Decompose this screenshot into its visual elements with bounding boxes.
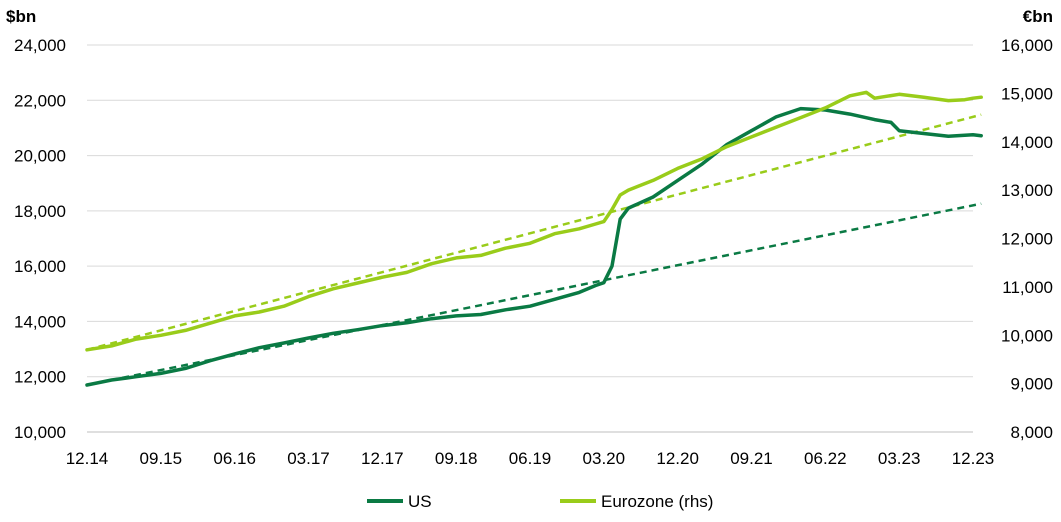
x-tick-label: 03.23 — [878, 449, 921, 468]
y-right-tick-label: 11,000 — [1002, 278, 1053, 297]
y-left-tick-label: 16,000 — [14, 257, 66, 276]
y-right-tick-label: 16,000 — [1001, 36, 1053, 55]
y-left-tick-label: 22,000 — [14, 91, 66, 110]
gridlines — [87, 44, 973, 433]
trend-lines — [86, 113, 982, 387]
y-left-tick-label: 20,000 — [14, 147, 66, 166]
y-right-tick-labels: 8,000 9,000 10,000 11,000 12,000 13,000 14,000… — [1001, 36, 1053, 442]
x-tick-labels: 12.14 09.15 06.16 03.17 12.17 09.18 06.19 03.20… — [66, 449, 995, 468]
right-axis-unit: €bn — [1023, 7, 1053, 26]
eurozone-trend-line — [86, 113, 982, 352]
y-right-tick-label: 12,000 — [1001, 230, 1053, 249]
legend: US Eurozone (rhs) — [367, 492, 713, 511]
x-tick-label: 06.16 — [213, 449, 256, 468]
x-tick-label: 06.22 — [804, 449, 847, 468]
y-right-tick-label: 15,000 — [1001, 84, 1053, 103]
x-tick-label: 03.20 — [583, 449, 626, 468]
x-tick-label: 12.23 — [952, 449, 995, 468]
y-left-tick-label: 14,000 — [14, 312, 66, 331]
us-series-line — [85, 106, 983, 387]
x-tick-label: 09.21 — [730, 449, 773, 468]
left-axis-unit: $bn — [6, 7, 36, 26]
x-tick-label: 12.17 — [361, 449, 404, 468]
us-trend-line — [86, 202, 982, 387]
y-left-tick-labels: 10,000 12,000 14,000 16,000 18,000 20,000 22,0… — [14, 36, 66, 442]
y-right-tick-label: 9,000 — [1010, 375, 1053, 394]
x-tick-label: 03.17 — [287, 449, 330, 468]
x-tick-label: 12.14 — [66, 449, 109, 468]
x-tick-label: 12.20 — [656, 449, 699, 468]
legend-label-eurozone: Eurozone (rhs) — [601, 492, 713, 511]
y-right-tick-label: 8,000 — [1010, 423, 1053, 442]
x-tick-label: 06.19 — [509, 449, 552, 468]
y-right-tick-label: 14,000 — [1001, 133, 1053, 152]
y-left-tick-label: 12,000 — [14, 368, 66, 387]
eurozone-series-line — [85, 90, 983, 352]
legend-label-us: US — [408, 492, 432, 511]
x-tick-label: 09.18 — [435, 449, 478, 468]
series-lines — [85, 90, 983, 387]
y-left-tick-label: 10,000 — [14, 423, 66, 442]
y-left-tick-label: 24,000 — [14, 36, 66, 55]
x-tick-label: 09.15 — [140, 449, 183, 468]
y-right-tick-label: 13,000 — [1001, 181, 1053, 200]
y-right-tick-label: 10,000 — [1001, 326, 1053, 345]
y-left-tick-label: 18,000 — [14, 202, 66, 221]
